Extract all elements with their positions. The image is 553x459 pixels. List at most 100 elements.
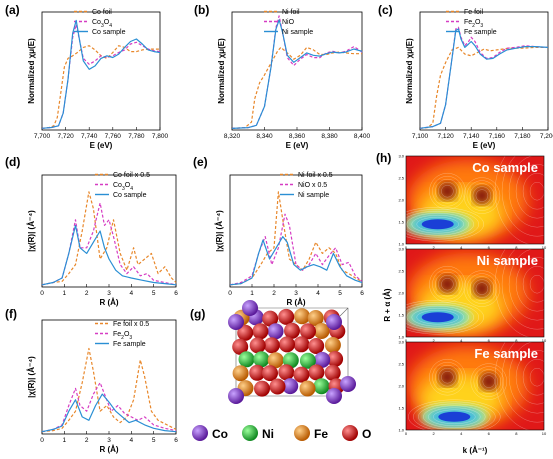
y-axis-label: |χ(R)| (Å⁻⁴) [215,210,224,252]
x-tick-label: 0 [40,437,44,444]
contour-line [429,359,466,396]
contour-line [529,368,544,387]
contour-line [429,266,466,303]
x-axis-label: R (Å) [99,445,118,454]
heatmap-field [406,156,544,244]
legend-atom-ni [242,425,258,441]
contour-line [522,266,544,303]
x-tick-label: 7,160 [489,133,506,140]
y-tick-label: 2.0 [398,291,404,296]
x-tick-label: 7,100 [412,133,429,140]
x-tick-label: 8,360 [289,133,306,140]
contour-line [475,282,489,295]
contour-line [435,365,460,390]
contour-line [463,270,501,307]
y-tick-label: 2.5 [398,269,404,274]
contour-line [501,342,544,423]
contour-line [472,279,492,298]
x-tick-label: 3 [107,437,111,444]
x-axis-label: R (Å) [99,298,118,307]
hotspot-core [438,411,471,422]
legend-label: Ni foil [282,9,300,16]
legend-atom-co [192,425,208,441]
contour-line [411,308,464,327]
series-line-0 [419,46,548,129]
atom-ni [313,378,330,395]
y-tick-label: 1.5 [398,220,404,225]
series-line-1 [419,26,549,129]
atom-fe [307,310,324,326]
y-tick-label: 2.0 [398,384,404,389]
contour-line [466,273,498,304]
atom-co [242,300,258,316]
contour-line [406,300,484,335]
contour-line [482,375,495,388]
hotspot-core [421,219,454,230]
x-tick-label: 6 [174,290,178,297]
panel-e: (e) 0 1 2 3 4 5 6 R (Å) |χ(R)| (Å⁻⁴) Ni foil x 0.5… [193,155,364,307]
panel-label: (c) [378,3,393,17]
plot-frame [41,11,161,131]
atom-ni [282,352,299,369]
atom-o [252,323,269,340]
atom-ni [238,351,255,368]
atom-o [324,364,341,381]
contour-line [441,185,454,198]
x-tick-label: 2 [432,338,435,343]
x-tick-label: 6 [360,290,364,297]
atom-o [269,378,286,395]
x-axis-label: E (eV) [90,141,113,150]
hotspot-dark [438,182,457,201]
y-axis-label: |χ(R)| (Å⁻⁴) [27,210,36,252]
plot-frame [419,11,549,131]
x-tick-label: 8,340 [256,133,273,140]
contour-line [406,209,479,240]
legend-label: Co3O4 [113,182,133,192]
atom-o [237,324,254,341]
atom-o [293,336,310,353]
contour-line [406,306,469,329]
x-tick-label: 8,320 [224,133,241,140]
legend-label: Co sample [113,192,147,199]
series-line-1 [41,202,177,286]
contour-line [413,401,496,430]
plot-frame [405,341,545,431]
contour-line [428,407,481,426]
y-tick-label: 1.5 [398,313,404,318]
contour-line [466,180,498,211]
contour-line [515,164,544,219]
y-tick-label: 3.0 [398,154,404,159]
x-tick-label: 8,400 [354,133,371,140]
hotspot-dark [438,368,457,387]
contour-line [469,183,495,208]
x-tick-label: 8 [515,338,518,343]
atom-o [327,351,344,367]
panel-label: (a) [5,3,20,17]
panel-label: (g) [190,307,205,321]
contour-line [423,405,486,428]
x-tick-label: 8,380 [321,133,338,140]
contour-line [441,278,454,291]
atom-fe [313,323,330,339]
series-line-2 [41,393,177,433]
atom-o [254,380,270,397]
contour-line [411,215,464,234]
x-tick-label: 3 [294,290,298,297]
contour-line [494,342,529,430]
plot-frame [41,319,177,435]
contour-line [522,173,544,210]
heatmap-panel: (h) R + α (Å) k (Å⁻¹) Co sample 1.0 1.5 2.0 2.5… [376,151,547,455]
contour-line [501,156,544,237]
y-axis-label: |χ(R)| (Å⁻⁴) [27,356,36,398]
series-line-1 [41,24,161,129]
panel-label: (h) [376,151,391,165]
atom-co [326,314,342,330]
atom-ni [299,352,316,369]
x-tick-label: 4 [130,290,134,297]
atom-co [228,388,244,404]
contour-line [408,399,501,430]
atom-o [249,364,266,381]
series-line-1 [229,213,363,286]
